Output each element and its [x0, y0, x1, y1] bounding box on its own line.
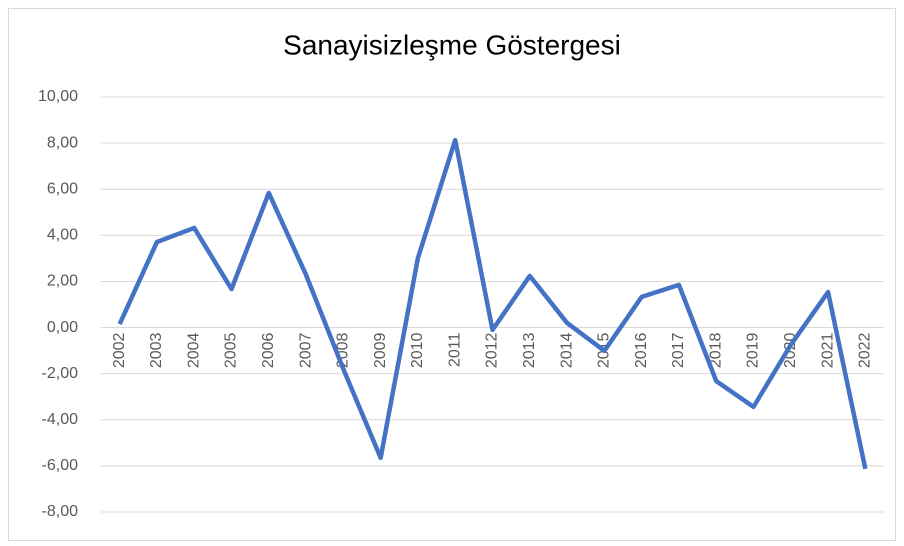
- x-tick-label: 2012: [484, 332, 501, 368]
- y-tick-label: -8,00: [42, 503, 79, 520]
- chart-title: Sanayisizleşme Göstergesi: [283, 29, 621, 60]
- y-tick-label: 2,00: [47, 273, 78, 290]
- x-tick-label: 2019: [745, 332, 762, 368]
- x-tick-label: 2018: [707, 332, 724, 368]
- x-tick-label: 2009: [372, 332, 389, 368]
- x-tick-label: 2010: [409, 332, 426, 368]
- x-tick-label: 2014: [558, 332, 575, 368]
- y-tick-label: -4,00: [42, 411, 79, 428]
- y-tick-label: 4,00: [47, 227, 78, 244]
- x-tick-label: 2013: [521, 332, 538, 368]
- x-tick-label: 2017: [670, 332, 687, 368]
- x-tick-label: 2007: [297, 332, 314, 368]
- x-tick-label: 2002: [111, 332, 128, 368]
- x-tick-label: 2006: [260, 332, 277, 368]
- x-tick-label: 2016: [633, 332, 650, 368]
- y-tick-label: 0,00: [47, 319, 78, 336]
- y-tick-label: 6,00: [47, 180, 78, 197]
- x-tick-label: 2005: [223, 332, 240, 368]
- y-tick-label: -2,00: [42, 365, 79, 382]
- line-series: [117, 137, 868, 470]
- x-tick-label: 2022: [857, 332, 874, 368]
- x-tick-label: 2004: [185, 332, 202, 368]
- y-tick-label: 8,00: [47, 134, 78, 151]
- x-tick-label: 2021: [819, 332, 836, 368]
- x-tick-label: 2003: [148, 332, 165, 368]
- x-tick-label: 2011: [446, 332, 463, 367]
- y-tick-label: -6,00: [42, 457, 79, 474]
- y-tick-label: 10,00: [38, 88, 78, 105]
